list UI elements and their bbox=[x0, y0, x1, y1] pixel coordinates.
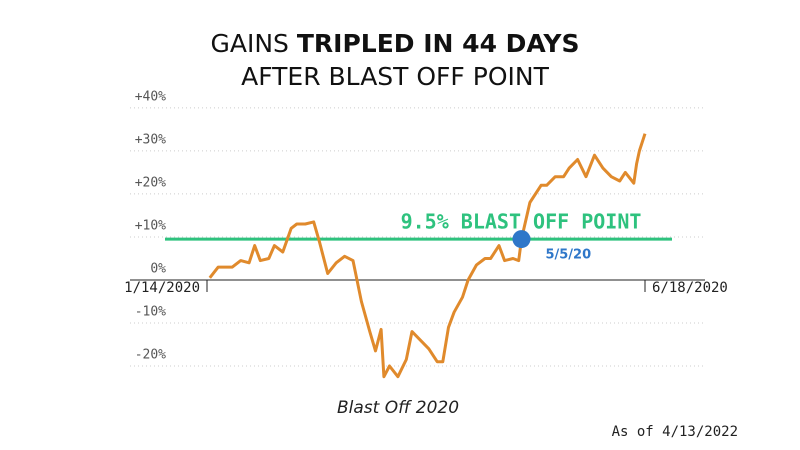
x-tick-label: 6/18/2020 bbox=[652, 280, 728, 296]
x-tick-label: 1/14/2020 bbox=[124, 280, 200, 296]
y-tick-label: -20% bbox=[135, 347, 166, 362]
chart-title: GAINS TRIPLED IN 44 DAYS bbox=[210, 29, 579, 58]
blast-off-label: 9.5% BLAST OFF POINT bbox=[401, 210, 642, 234]
title-bold: TRIPLED IN 44 DAYS bbox=[297, 29, 580, 58]
y-tick-label: +30% bbox=[135, 132, 166, 147]
y-tick-label: +10% bbox=[135, 218, 166, 233]
caption: Blast Off 2020 bbox=[337, 398, 459, 418]
note: As of 4/13/2022 bbox=[612, 424, 738, 440]
y-tick-label: +20% bbox=[135, 175, 166, 190]
y-tick-label: -10% bbox=[135, 304, 166, 319]
chart-subtitle: AFTER BLAST OFF POINT bbox=[241, 62, 549, 91]
blast-off-marker bbox=[512, 230, 531, 249]
y-tick-label: 0% bbox=[150, 261, 166, 276]
series-line bbox=[208, 133, 647, 379]
title-plain: GAINS bbox=[210, 29, 288, 58]
blast-off-date: 5/5/20 bbox=[545, 248, 591, 263]
y-tick-label: +40% bbox=[135, 89, 166, 104]
